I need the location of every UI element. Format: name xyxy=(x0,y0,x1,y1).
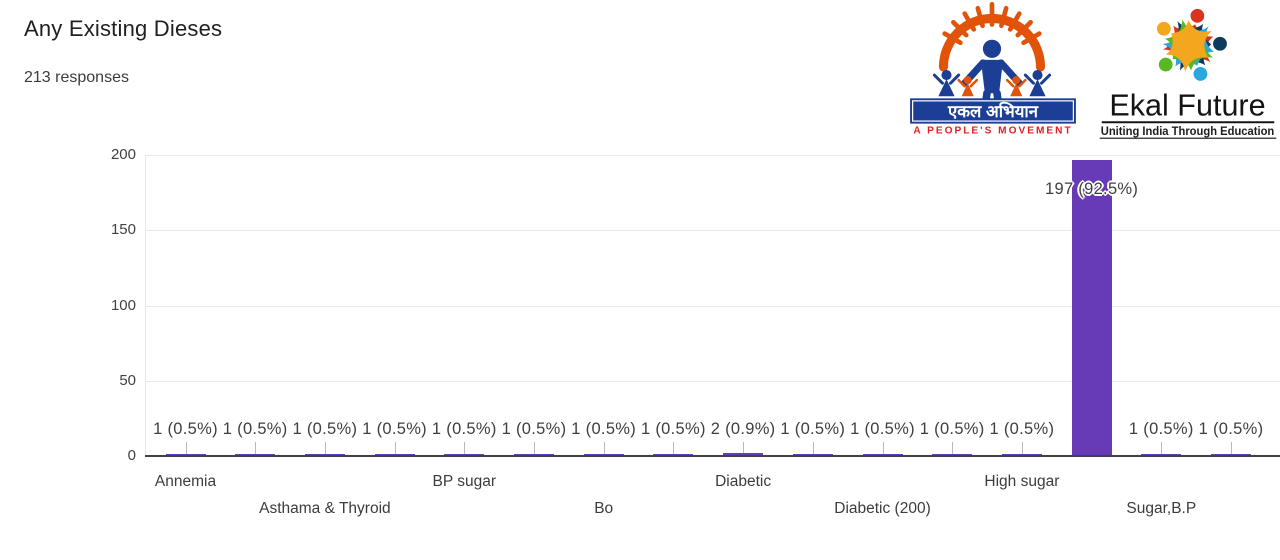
x-axis-category-label: Asthama & Thyroid xyxy=(259,500,391,517)
y-axis-tick-label: 150 xyxy=(110,221,136,239)
x-axis-tick xyxy=(255,442,257,456)
x-axis-tick xyxy=(1021,442,1023,456)
abhiyan-tagline: A PEOPLE'S MOVEMENT xyxy=(913,126,1072,136)
x-axis-tick xyxy=(743,442,745,456)
response-count: 213 responses xyxy=(24,69,129,86)
bar-value-label: 1 (0.5%) xyxy=(222,420,288,438)
bar-value-label: 1 (0.5%) xyxy=(431,420,497,438)
x-axis-tick xyxy=(324,442,326,456)
bar-value-label: 1 (0.5%) xyxy=(292,420,358,438)
x-axis-tick xyxy=(534,442,535,456)
bar-value-label: 1 (0.5%) xyxy=(1128,420,1194,438)
y-axis-tick-label: 100 xyxy=(110,296,136,314)
gridline xyxy=(145,305,1280,307)
x-axis-tick xyxy=(952,442,954,456)
underline xyxy=(1101,121,1275,124)
x-axis-tick xyxy=(812,442,814,456)
x-axis-category-label: BP sugar xyxy=(432,473,497,490)
x-axis-category-label: Annemia xyxy=(154,473,217,490)
x-axis-category-label: Bo xyxy=(594,500,614,517)
bar-value-label: 1 (0.5%) xyxy=(641,420,706,438)
banner-text: एकल अभियान xyxy=(947,101,1039,121)
x-axis-category-label: Diabetic xyxy=(715,473,772,490)
x-axis-tick xyxy=(394,442,396,456)
banner-background xyxy=(910,98,1076,124)
bar-value-label: 1 (0.5%) xyxy=(850,420,915,438)
bar-value-label: 1 (0.5%) xyxy=(501,420,567,438)
children-figures-icon xyxy=(957,76,1027,97)
bar-value-label: 2 (0.9%) xyxy=(710,420,776,438)
bar xyxy=(1071,160,1112,456)
y-axis-line xyxy=(145,155,146,456)
x-axis-tick xyxy=(1161,442,1163,456)
bar-value-label: 1 (0.5%) xyxy=(571,420,637,438)
x-axis-tick xyxy=(673,442,675,456)
bar-value-label: 1 (0.5%) xyxy=(153,420,218,438)
gridline xyxy=(145,380,1280,382)
x-axis-category-label: High sugar xyxy=(984,473,1060,490)
bar-value-label: 1 (0.5%) xyxy=(1198,420,1264,438)
gridline xyxy=(145,230,1280,232)
ekal-abhiyan-logo: एकल अभियान A PEOPLE'S MOVEMENT xyxy=(910,1,1076,136)
x-axis-tick xyxy=(1231,442,1232,456)
bar-value-label: 1 (0.5%) xyxy=(989,420,1055,438)
x-axis-category-label: Diabetic (200) xyxy=(834,500,931,517)
y-axis-tick-label: 50 xyxy=(119,371,136,389)
x-axis-tick xyxy=(464,442,466,456)
banner-border xyxy=(912,100,1074,122)
y-axis-tick-label: 200 xyxy=(110,146,136,163)
bar-value-label: 197 (92.5%) xyxy=(1044,180,1139,198)
future-tagline: Uniting India Through Education xyxy=(1101,124,1275,138)
x-axis-category-label: Sugar,B.P xyxy=(1126,500,1197,517)
y-axis-tick-label: 0 xyxy=(127,447,136,464)
gridline xyxy=(145,155,1280,156)
tagline-underline xyxy=(1099,137,1277,139)
x-axis-tick xyxy=(882,442,884,456)
x-axis-line xyxy=(145,455,1280,457)
sun-arc-icon xyxy=(938,13,1046,72)
bar-value-label: 1 (0.5%) xyxy=(362,420,427,438)
bar-value-label: 1 (0.5%) xyxy=(919,420,985,438)
future-name: Ekal Future xyxy=(1109,88,1265,122)
x-axis-tick xyxy=(603,442,605,456)
bar-value-label: 1 (0.5%) xyxy=(780,420,846,438)
bar xyxy=(723,453,764,456)
ekal-future-logo: Ekal Future Uniting India Through Educat… xyxy=(1099,8,1277,139)
page-title: Any Existing Dieses xyxy=(24,16,223,41)
people-swirl-icon xyxy=(1156,8,1227,81)
x-axis-tick xyxy=(185,442,187,456)
